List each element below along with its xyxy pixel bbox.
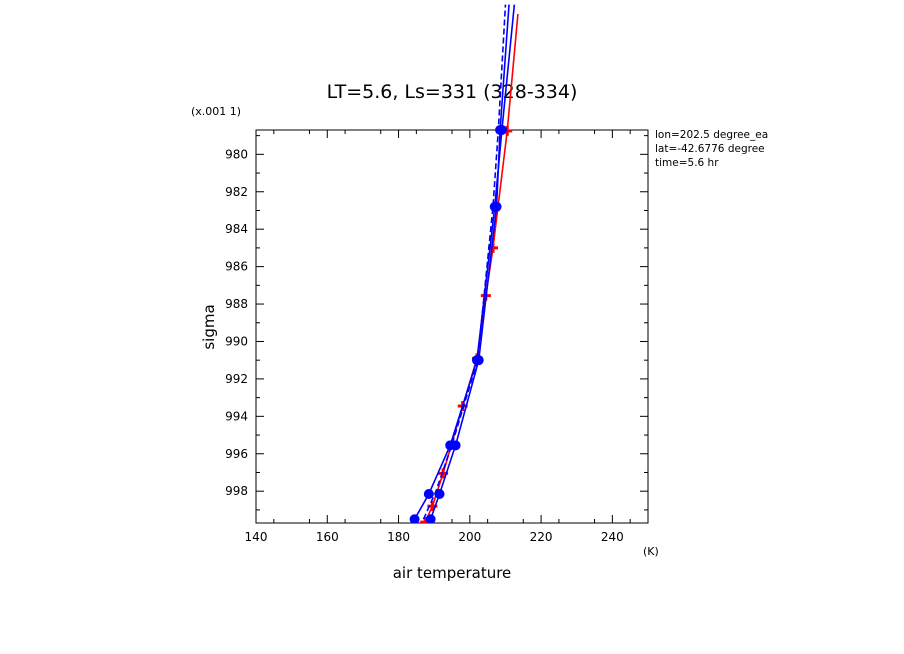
y-tick-label: 998: [225, 484, 248, 498]
axis-ticks: 140 160 180 200 220 240 980 982 984 986 988 990 992 9…: [225, 130, 648, 544]
y-tick-label: 982: [225, 185, 248, 199]
x-tick-label: 180: [387, 530, 410, 544]
series-1-point-1: [423, 488, 434, 499]
series-2-point-4: [491, 201, 502, 212]
x-tick-label: 160: [316, 530, 339, 544]
series-line-3: [422, 4, 507, 520]
y-tick-label: 996: [225, 447, 248, 461]
y-axis-title: sigma: [200, 304, 218, 349]
series-layer: [409, 4, 519, 523]
chart-title: LT=5.6, Ls=331 (328-334): [327, 81, 578, 103]
y-tick-label: 994: [225, 409, 248, 423]
x-tick-label: 240: [601, 530, 624, 544]
x-axis-title: air temperature: [393, 564, 512, 582]
series-2-point-5: [495, 125, 506, 135]
y-tick-label: 990: [225, 334, 248, 348]
info-line-time: time=5.6 hr: [655, 157, 719, 169]
x-tick-label: 140: [245, 530, 268, 544]
x-tick-label: 220: [530, 530, 553, 544]
series-2-point-0: [425, 514, 436, 523]
x-tick-label: 200: [458, 530, 481, 544]
series-2-point-1: [434, 488, 445, 499]
y-scale-label: (x.001 1): [191, 105, 241, 118]
info-block: lon=202.5 degree_ea lat=-42.6776 degree …: [655, 129, 768, 169]
info-line-lon: lon=202.5 degree_ea: [655, 129, 768, 141]
y-tick-label: 988: [225, 297, 248, 311]
info-line-lat: lat=-42.6776 degree: [655, 143, 765, 155]
series-1-point-0: [409, 514, 420, 523]
y-tick-label: 992: [225, 372, 248, 386]
y-tick-label: 986: [225, 260, 248, 274]
plot-frame: [255, 129, 649, 524]
y-tick-label: 980: [225, 147, 248, 161]
x-unit-label: (K): [643, 545, 659, 558]
y-tick-label: 984: [225, 222, 248, 236]
